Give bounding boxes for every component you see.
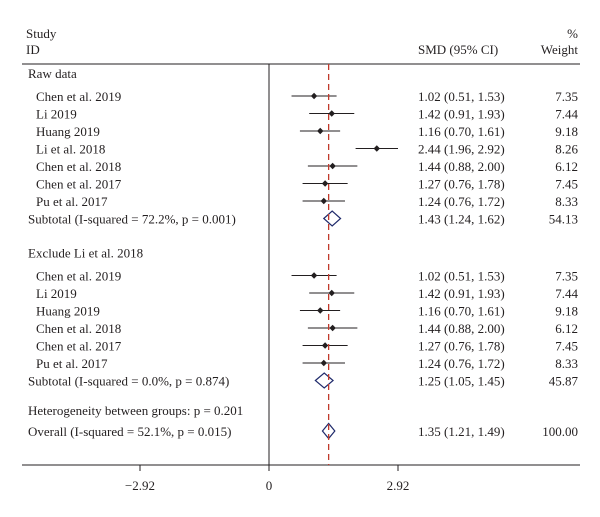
point-estimate [328, 289, 335, 297]
x-tick-label: 0 [266, 478, 273, 493]
ci-text: 1.27 (0.76, 1.78) [418, 177, 505, 192]
ci-text: 2.44 (1.96, 2.92) [418, 142, 505, 157]
study-name: Chen et al. 2018 [36, 159, 121, 174]
weight-value: 8.33 [555, 194, 578, 209]
weight-value: 9.18 [555, 304, 578, 319]
heterogeneity-text: Heterogeneity between groups: p = 0.201 [28, 403, 243, 418]
overall-diamond [321, 422, 336, 440]
header-weight: Weight [541, 42, 579, 57]
weight-value: 6.12 [555, 321, 578, 336]
ci-text: 1.16 (0.70, 1.61) [418, 124, 505, 139]
ci-text: 1.27 (0.76, 1.78) [418, 339, 505, 354]
ci-text: 1.44 (0.88, 2.00) [418, 321, 505, 336]
point-estimate [373, 145, 380, 152]
point-estimate [321, 342, 329, 349]
header-percent: % [567, 26, 578, 41]
weight-value: 8.33 [555, 356, 578, 371]
ci-text: 1.02 (0.51, 1.53) [418, 269, 505, 284]
forest-rows: Raw data Chen et al. 2019 1.02 (0.51, 1.53… [28, 66, 579, 440]
point-estimate [329, 162, 336, 170]
subtotal-ci-text: 1.43 (1.24, 1.62) [418, 212, 505, 227]
study-name: Chen et al. 2017 [36, 339, 122, 354]
point-estimate [310, 92, 318, 100]
subtotal-diamond [314, 372, 334, 389]
subtotal-weight: 45.87 [549, 374, 579, 389]
overall-label: Overall (I-squared = 52.1%, p = 0.015) [28, 424, 231, 439]
weight-value: 8.26 [555, 142, 578, 157]
weight-value: 7.44 [555, 107, 578, 122]
x-tick-label: 2.92 [387, 478, 410, 493]
study-name: Chen et al. 2019 [36, 269, 121, 284]
point-estimate [317, 307, 324, 314]
point-estimate [310, 272, 318, 279]
header-effect: SMD (95% CI) [418, 42, 498, 57]
weight-value: 7.35 [555, 89, 578, 104]
study-name: Pu et al. 2017 [36, 356, 108, 371]
ci-text: 1.44 (0.88, 2.00) [418, 159, 505, 174]
study-name: Pu et al. 2017 [36, 194, 108, 209]
overall-ci-text: 1.35 (1.21, 1.49) [418, 424, 505, 439]
group-label: Exclude Li et al. 2018 [28, 246, 143, 261]
weight-value: 9.18 [555, 124, 578, 139]
subtotal-ci-text: 1.25 (1.05, 1.45) [418, 374, 505, 389]
subtotal-label: Subtotal (I-squared = 72.2%, p = 0.001) [28, 212, 236, 227]
weight-value: 6.12 [555, 159, 578, 174]
point-estimate [320, 197, 327, 205]
subtotal-diamond [322, 210, 342, 227]
point-estimate [328, 110, 335, 117]
ci-text: 1.42 (0.91, 1.93) [418, 286, 505, 301]
study-name: Li et al. 2018 [36, 142, 105, 157]
point-estimate [317, 127, 324, 135]
x-tick-label: −2.92 [125, 478, 155, 493]
study-name: Chen et al. 2019 [36, 89, 121, 104]
study-name: Chen et al. 2017 [36, 177, 122, 192]
point-estimate [321, 180, 329, 187]
group-label: Raw data [28, 66, 77, 81]
study-name: Huang 2019 [36, 304, 100, 319]
overall-weight: 100.00 [542, 424, 578, 439]
header-study: Study [26, 26, 57, 41]
weight-value: 7.44 [555, 286, 578, 301]
subtotal-label: Subtotal (I-squared = 0.0%, p = 0.874) [28, 374, 229, 389]
weight-value: 7.45 [555, 339, 578, 354]
ci-text: 1.02 (0.51, 1.53) [418, 89, 505, 104]
point-estimate [329, 324, 336, 332]
ci-text: 1.42 (0.91, 1.93) [418, 107, 505, 122]
study-name: Huang 2019 [36, 124, 100, 139]
study-name: Li 2019 [36, 107, 77, 122]
ci-text: 1.24 (0.76, 1.72) [418, 356, 505, 371]
header-id: ID [26, 42, 40, 57]
ci-text: 1.24 (0.76, 1.72) [418, 194, 505, 209]
subtotal-weight: 54.13 [549, 212, 578, 227]
study-name: Chen et al. 2018 [36, 321, 121, 336]
weight-value: 7.35 [555, 269, 578, 284]
ci-text: 1.16 (0.70, 1.61) [418, 304, 505, 319]
x-axis: −2.92 0 2.92 [125, 64, 409, 493]
point-estimate [320, 359, 327, 367]
study-name: Li 2019 [36, 286, 77, 301]
weight-value: 7.45 [555, 177, 578, 192]
